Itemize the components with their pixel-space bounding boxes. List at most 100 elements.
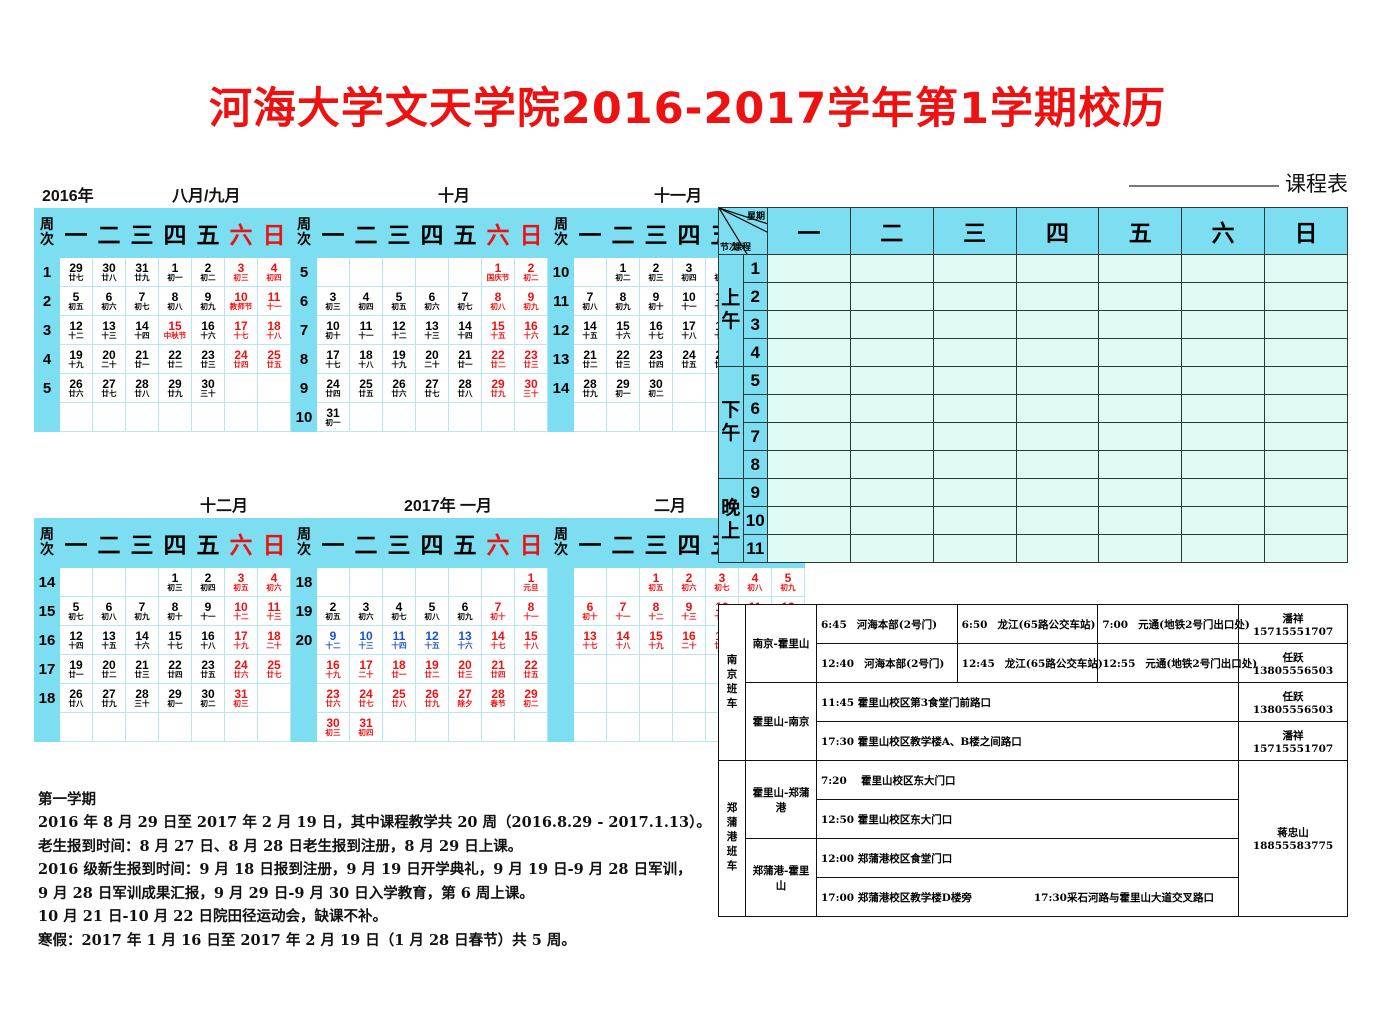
calendar-week-row [34,712,291,742]
course-slot-cell[interactable] [1181,394,1266,423]
calendar-day-cell: 3 初三 [316,286,350,316]
course-slot-cell[interactable] [1098,310,1183,339]
course-slot-cell[interactable] [932,310,1017,339]
course-slot-cell[interactable] [1264,254,1348,283]
bus-group-label: 郑蒲港班车 [718,760,746,917]
course-slot-cell[interactable] [1098,394,1183,423]
course-slot-cell[interactable] [767,394,851,423]
course-slot-cell[interactable] [1098,338,1183,367]
calendar-day-cell: 23 廿三 [514,344,548,374]
course-slot-cell[interactable] [1098,534,1183,563]
calendar-day-cell [125,712,159,742]
calendar-day-cell [59,712,93,742]
calendar-day-cell: 11 十四 [382,625,416,655]
course-slot-cell[interactable] [1264,450,1348,479]
course-slot-cell[interactable] [1181,450,1266,479]
course-slot-cell[interactable] [1098,254,1183,283]
course-slot-cell[interactable] [849,422,934,451]
course-slot-cell[interactable] [767,366,851,395]
course-slot-cell[interactable] [849,310,934,339]
course-slot-cell[interactable] [932,478,1017,507]
course-slot-cell[interactable] [932,394,1017,423]
course-slot-cell[interactable] [849,394,934,423]
course-slot-cell[interactable] [932,534,1017,563]
course-slot-cell[interactable] [767,254,851,283]
course-slot-cell[interactable] [767,478,851,507]
course-slot-cell[interactable] [1181,422,1266,451]
weekday-header: 二 [92,518,126,568]
course-slot-cell[interactable] [849,338,934,367]
course-slot-cell[interactable] [1015,338,1100,367]
course-slot-cell[interactable] [1015,394,1100,423]
course-slot-cell[interactable] [1264,534,1348,563]
course-slot-cell[interactable] [1015,450,1100,479]
calendar-day-cell: 29 初一 [606,373,640,403]
course-slot-cell[interactable] [1181,254,1266,283]
calendar-day-cell: 10 教师节 [224,286,258,316]
course-slot-cell[interactable] [932,422,1017,451]
calendar-day-cell: 19 廿一 [59,654,93,684]
course-slot-cell[interactable] [932,506,1017,535]
course-slot-cell[interactable] [1264,422,1348,451]
calendar-week-row: 3 12 十二 13 十三 14 十四 15 中秋节 16 十六 17 十七 18 十八 [34,315,291,345]
course-slot-cell[interactable] [1098,506,1183,535]
course-slot-cell[interactable] [1015,282,1100,311]
course-slot-cell[interactable] [1181,506,1266,535]
calendar-day-cell: 15 十七 [158,625,192,655]
course-slot-cell[interactable] [1098,282,1183,311]
calendar-day-cell: 6 初九 [448,596,482,626]
course-slot-cell[interactable] [1181,366,1266,395]
week-number-cell: 14 [548,373,574,403]
course-slot-cell[interactable] [767,338,851,367]
course-slot-cell[interactable] [1264,506,1348,535]
course-slot-cell[interactable] [1098,478,1183,507]
course-slot-cell[interactable] [849,534,934,563]
calendar-day-cell [481,567,515,597]
course-slot-cell[interactable] [932,366,1017,395]
course-slot-cell[interactable] [1098,450,1183,479]
course-slot-cell[interactable] [849,254,934,283]
course-slot-cell[interactable] [1181,310,1266,339]
course-slot-cell[interactable] [932,282,1017,311]
course-slot-cell[interactable] [1264,366,1348,395]
course-slot-cell[interactable] [932,338,1017,367]
course-slot-cell[interactable] [1098,366,1183,395]
course-slot-cell[interactable] [1264,478,1348,507]
calendar-day-cell: 21 廿一 [448,344,482,374]
course-slot-cell[interactable] [1015,366,1100,395]
course-slot-cell[interactable] [767,506,851,535]
course-slot-cell[interactable] [767,450,851,479]
course-slot-cell[interactable] [767,282,851,311]
calendar-day-cell: 16 二十 [672,625,706,655]
course-slot-cell[interactable] [932,254,1017,283]
course-slot-cell[interactable] [1264,282,1348,311]
course-slot-cell[interactable] [1098,422,1183,451]
course-slot-cell[interactable] [849,450,934,479]
course-slot-cell[interactable] [849,478,934,507]
course-slot-cell[interactable] [1015,310,1100,339]
course-slot-cell[interactable] [849,506,934,535]
course-slot-cell[interactable] [1015,534,1100,563]
course-slot-cell[interactable] [1015,478,1100,507]
course-slot-cell[interactable] [1181,478,1266,507]
calendar-day-cell: 12 十二 [382,315,416,345]
calendar-day-cell: 4 初六 [257,567,291,597]
course-slot-cell[interactable] [1015,254,1100,283]
course-slot-cell[interactable] [932,450,1017,479]
calendar-week-row: 9 24 廿四 25 廿五 26 廿六 27 廿七 28 廿八 29 廿九 30 三十 [291,373,548,403]
course-slot-cell[interactable] [1181,282,1266,311]
course-slot-cell[interactable] [849,366,934,395]
course-slot-cell[interactable] [1181,338,1266,367]
course-slot-cell[interactable] [849,282,934,311]
course-slot-cell[interactable] [1264,338,1348,367]
course-slot-cell[interactable] [1264,310,1348,339]
course-slot-cell[interactable] [767,310,851,339]
course-slot-cell[interactable] [1015,422,1100,451]
course-slot-cell[interactable] [767,534,851,563]
course-slot-cell[interactable] [1181,534,1266,563]
course-slot-cell[interactable] [767,422,851,451]
course-slot-cell[interactable] [1015,506,1100,535]
course-title-blank-line[interactable] [1129,185,1279,187]
course-slot-cell[interactable] [1264,394,1348,423]
